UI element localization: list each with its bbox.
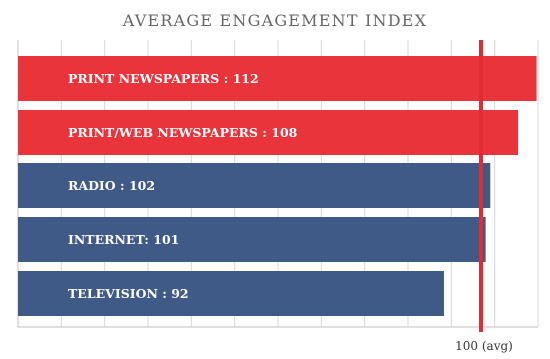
bar-print-web-newspapers	[18, 110, 519, 155]
bar-label-print-newspapers: PRINT NEWSPAPERS : 112	[68, 71, 259, 86]
bar-label-print-web-newspapers: PRINT/WEB NEWSPAPERS : 108	[68, 125, 298, 140]
chart-title: AVERAGE ENGAGEMENT INDEX	[122, 11, 428, 30]
bar-label-internet: INTERNET: 101	[68, 232, 179, 247]
bar-television	[18, 271, 444, 316]
bar-label-television: TELEVISION : 92	[68, 286, 189, 301]
average-reference-line	[479, 40, 483, 332]
chart-bars: PRINT NEWSPAPERS : 112 PRINT/WEB NEWSPAPE…	[18, 56, 537, 316]
average-reference-label: 100 (avg)	[455, 339, 513, 353]
bar-internet	[18, 217, 486, 262]
bar-radio	[18, 163, 491, 208]
bar-print-newspapers	[18, 56, 537, 101]
reference-line-group: 100 (avg)	[455, 40, 513, 353]
bar-label-radio: RADIO : 102	[68, 178, 155, 193]
